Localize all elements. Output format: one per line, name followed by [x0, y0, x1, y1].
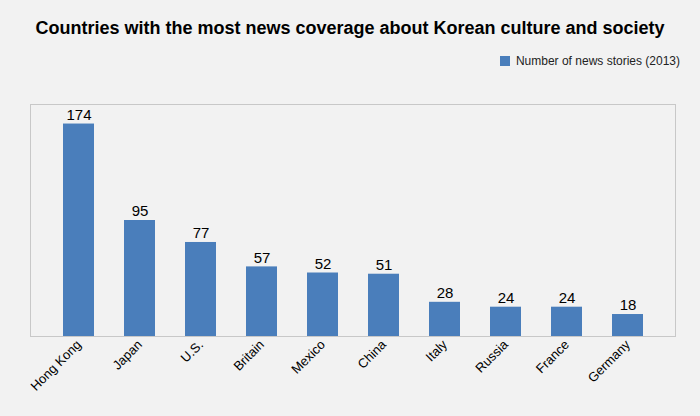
svg-text:Germany: Germany — [585, 337, 634, 386]
svg-text:Mexico: Mexico — [288, 337, 328, 377]
html-text:Number of news stories (2013): Number of news stories (2013) — [515, 54, 680, 68]
svg-text:U.S.: U.S. — [178, 337, 206, 365]
svg-text:Hong Kong: Hong Kong — [27, 337, 84, 394]
svg-text:51: 51 — [376, 256, 393, 273]
svg-text:Britain: Britain — [230, 337, 267, 374]
html-text:Countries with the most news c: Countries with the most news coverage ab… — [35, 18, 665, 38]
svg-text:95: 95 — [132, 202, 149, 219]
svg-text:174: 174 — [66, 106, 91, 123]
svg-text:24: 24 — [498, 289, 515, 306]
svg-text:28: 28 — [437, 284, 454, 301]
svg-text:Italy: Italy — [423, 337, 451, 365]
svg-text:18: 18 — [620, 296, 637, 313]
svg-text:China: China — [354, 336, 389, 371]
svg-text:Russia: Russia — [472, 336, 511, 375]
svg-text:France: France — [533, 337, 572, 376]
svg-text:77: 77 — [193, 224, 210, 241]
svg-text:24: 24 — [559, 289, 576, 306]
svg-text:Japan: Japan — [109, 337, 145, 373]
svg-text:52: 52 — [315, 255, 332, 272]
svg-text:57: 57 — [254, 249, 271, 266]
